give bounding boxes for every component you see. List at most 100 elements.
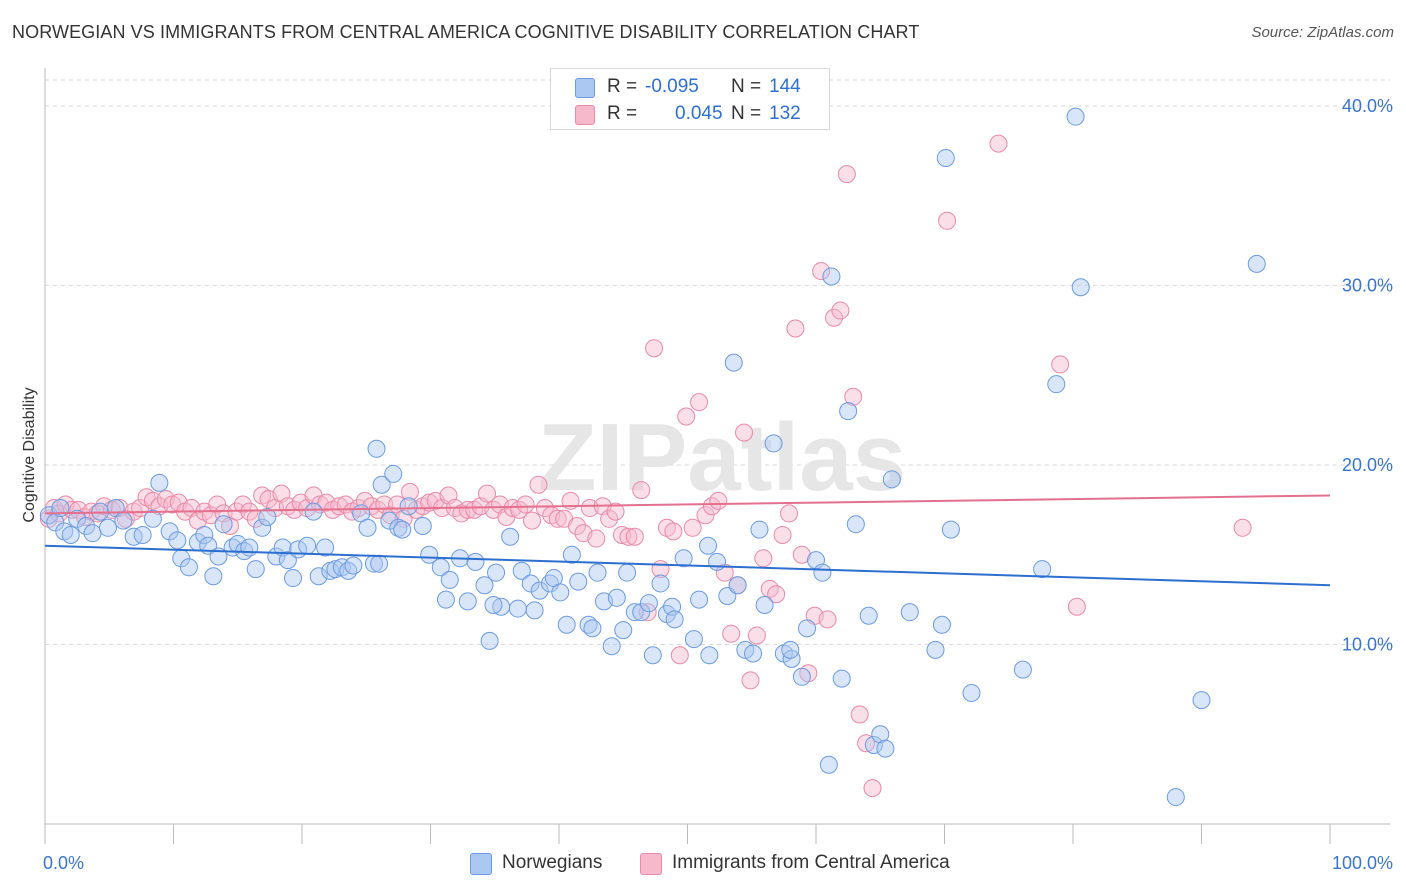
immigrants-point: [837, 165, 856, 184]
norwegians-point: [475, 576, 494, 595]
trend-lines: [44, 494, 1331, 587]
legend-label: Immigrants from Central America: [672, 852, 950, 873]
legend-swatch-pink: [575, 105, 595, 125]
norwegians-point: [124, 527, 143, 546]
norwegians-point: [607, 588, 626, 607]
norwegians-point: [569, 572, 588, 591]
norwegians-point: [1192, 691, 1211, 710]
norwegians-point: [846, 515, 865, 534]
norwegians-point: [819, 755, 838, 774]
norwegians-point: [525, 601, 544, 620]
norwegians-point: [900, 603, 919, 622]
norwegians-point: [380, 511, 399, 530]
norwegians-point: [813, 563, 832, 582]
norwegians-point: [114, 511, 133, 530]
source-credit: Source: ZipAtlas.com: [1251, 24, 1394, 41]
norwegians-point: [98, 518, 117, 537]
immigrants-point: [670, 646, 689, 665]
norwegians-point: [700, 646, 719, 665]
legend-swatch-blue: [470, 853, 492, 875]
norwegians-point: [39, 506, 58, 525]
norwegians-point: [551, 583, 570, 602]
norwegians-point: [871, 725, 890, 744]
immigrants-point: [844, 387, 863, 406]
immigrants-point: [722, 624, 741, 643]
immigrants-point: [792, 545, 811, 564]
norwegians-point: [798, 619, 817, 638]
norwegians-point: [160, 522, 179, 541]
norwegians-trend-line: [44, 544, 1331, 587]
norwegians-point: [839, 402, 858, 421]
immigrants-point: [938, 211, 957, 230]
immigrants-point: [780, 504, 799, 523]
norwegians-point: [625, 603, 644, 622]
immigrants-point: [208, 495, 227, 514]
immigrants-point: [696, 506, 715, 525]
legend-r-label: R =: [607, 103, 638, 124]
norwegians-point: [562, 545, 581, 564]
immigrants-point: [516, 495, 535, 514]
norwegians-point: [632, 603, 651, 622]
norwegians-point: [618, 563, 637, 582]
immigrants-point: [606, 502, 625, 521]
norwegians-point: [150, 473, 169, 492]
immigrants-point: [619, 527, 638, 546]
norwegians-point: [832, 669, 851, 688]
immigrants-point: [735, 423, 754, 442]
norwegians-point: [440, 570, 459, 589]
immigrants-point: [1067, 597, 1086, 616]
norwegians-point: [240, 538, 259, 557]
norwegians-point: [253, 518, 272, 537]
norwegians-point: [728, 576, 747, 595]
immigrants-point: [831, 301, 850, 320]
norwegians-point: [557, 615, 576, 634]
immigrants-point: [818, 610, 837, 629]
norwegians-point: [372, 475, 391, 494]
norwegians-point: [643, 646, 662, 665]
norwegians-point: [932, 615, 951, 634]
legend-label: Norwegians: [502, 852, 603, 873]
norwegians-point: [699, 536, 718, 555]
norwegians-point: [764, 434, 783, 453]
norwegians-point: [209, 547, 228, 566]
norwegians-point: [602, 637, 621, 656]
norwegians-point: [1013, 660, 1032, 679]
norwegians-point: [487, 563, 506, 582]
norwegians-point: [370, 554, 389, 573]
norwegians-point: [583, 619, 602, 638]
immigrants-point: [567, 516, 586, 535]
norwegians-point: [384, 464, 403, 483]
norwegians-point: [1247, 254, 1266, 273]
immigrants-point: [638, 603, 657, 622]
norwegians-point: [298, 536, 317, 555]
y-tick-label: 20.0%: [1342, 455, 1393, 475]
norwegians-point: [724, 353, 743, 372]
norwegians-point: [512, 561, 531, 580]
norwegians-point: [61, 525, 80, 544]
legend-r-value: -0.095: [645, 76, 699, 97]
norwegians-point: [859, 606, 878, 625]
norwegians-point: [665, 610, 684, 629]
immigrants-point: [812, 262, 831, 281]
immigrants-point: [625, 527, 644, 546]
norwegians-point: [882, 470, 901, 489]
norwegians-point: [413, 516, 432, 535]
immigrants-point: [747, 626, 766, 645]
immigrants-point: [824, 308, 843, 327]
norwegians-point: [941, 520, 960, 539]
norwegians-point: [876, 739, 895, 758]
norwegians-point: [864, 736, 883, 755]
x-tick-label: 0.0%: [43, 853, 84, 873]
immigrants-point: [741, 671, 760, 690]
immigrants-point: [233, 495, 252, 514]
correlation-legend: R = -0.095 N = 144 R = 0.045 N = 132: [550, 68, 830, 130]
immigrants-point: [857, 734, 876, 753]
norwegians-point: [1166, 788, 1185, 807]
immigrants-point: [863, 779, 882, 798]
norwegians-point: [962, 683, 981, 702]
norwegians-point: [68, 509, 87, 528]
norwegians-point: [258, 508, 277, 527]
norwegians-point: [1033, 560, 1052, 579]
norwegians-point: [179, 558, 198, 577]
